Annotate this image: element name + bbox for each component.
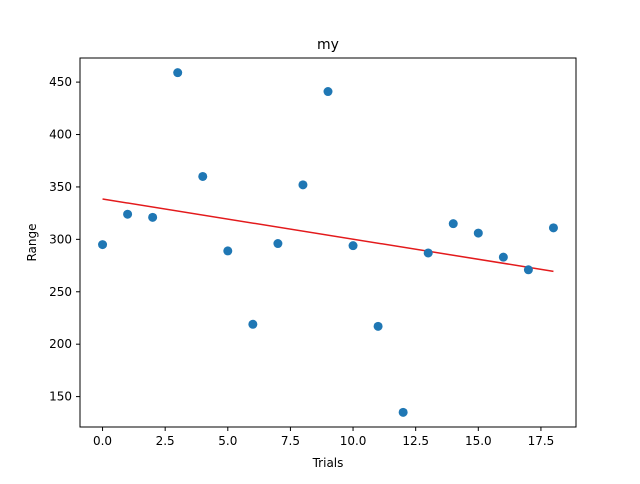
scatter-point [473,228,483,238]
y-tick-label: 400 [49,128,72,142]
scatter-point [98,240,108,250]
scatter-point [148,212,158,222]
scatter-point [423,248,433,258]
x-tick-label: 15.0 [465,434,492,448]
scatter-point [173,68,183,78]
x-tick-label: 2.5 [156,434,175,448]
y-axis-label: Range [25,223,39,261]
scatter-point [298,180,308,190]
scatter-point [498,252,508,262]
scatter-point [398,407,408,417]
scatter-point [248,319,258,329]
scatter-point [523,265,533,275]
scatter-point [223,246,233,256]
x-axis-label: Trials [312,456,344,470]
x-tick-label: 10.0 [340,434,367,448]
trend-line [102,198,554,273]
y-tick-label: 450 [49,75,72,89]
x-tick-label: 12.5 [402,434,429,448]
scatter-point [123,209,133,219]
scatter-point [323,87,333,97]
y-tick-label: 350 [49,180,72,194]
scatter-point [373,321,383,331]
plot-marks [98,68,558,417]
y-tick-label: 300 [49,232,72,246]
x-axis-ticks: 0.0 2.5 5.0 7.5 10.0 12.5 15.0 17.5 [93,427,554,448]
chart-title: my [317,37,339,53]
scatter-point [548,223,558,233]
scatter-point [198,171,208,181]
x-tick-label: 17.5 [528,434,555,448]
x-tick-label: 7.5 [281,434,300,448]
scatter-point [348,241,358,251]
y-tick-label: 150 [49,390,72,404]
plot-frame [79,57,577,428]
scatter-point [273,239,283,249]
scatter-point [448,219,458,229]
x-tick-label: 5.0 [218,434,237,448]
y-tick-label: 250 [49,285,72,299]
x-tick-label: 0.0 [93,434,112,448]
y-axis-ticks: 150 200 250 300 350 400 450 [49,75,80,404]
y-tick-label: 200 [49,337,72,351]
